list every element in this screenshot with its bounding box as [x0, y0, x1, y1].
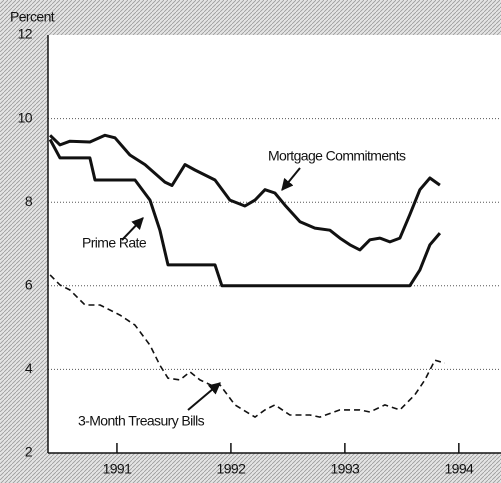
- series-label: Prime Rate: [82, 235, 147, 251]
- arrow: [187, 382, 221, 411]
- series-label: Mortgage Commitments: [268, 148, 406, 164]
- plot-area: [48, 35, 501, 453]
- x-tick-label: 1993: [330, 461, 360, 477]
- series-label: 3-Month Treasury Bills: [78, 413, 205, 429]
- x-tick-label: 1992: [217, 461, 247, 477]
- x-tick-label: 1991: [103, 461, 133, 477]
- series-line: [49, 274, 446, 418]
- y-tick-label: 8: [25, 193, 33, 209]
- arrow: [281, 167, 301, 191]
- y-tick-label: 4: [25, 360, 33, 376]
- y-tick-label: 2: [25, 444, 33, 460]
- y-axis-label: Percent: [10, 9, 55, 25]
- arrow: [121, 217, 144, 241]
- y-tick-label: 10: [18, 109, 33, 125]
- series-line: [48, 138, 442, 288]
- y-tick-label: 12: [18, 26, 33, 42]
- series-line: [49, 133, 441, 252]
- y-tick-label: 6: [25, 277, 33, 293]
- x-tick-label: 1994: [444, 461, 474, 477]
